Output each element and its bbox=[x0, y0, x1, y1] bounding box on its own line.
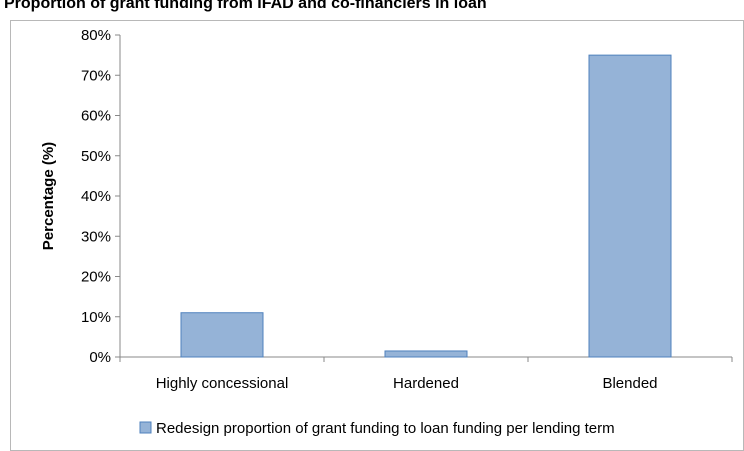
bar-layer bbox=[180, 54, 672, 358]
category-label-layer: Highly concessional Hardened Blended bbox=[156, 375, 658, 392]
y-tick-label: 80% bbox=[81, 27, 111, 44]
x-tick-layer bbox=[119, 357, 733, 362]
y-tick-label: 30% bbox=[81, 228, 111, 245]
bar bbox=[588, 54, 672, 358]
x-category-label: Highly concessional bbox=[156, 375, 289, 392]
legend-label: Redesign proportion of grant funding to … bbox=[156, 420, 615, 437]
y-tick-label: 40% bbox=[81, 188, 111, 205]
y-axis-title: Percentage (%) bbox=[40, 142, 57, 250]
y-tick-label: 0% bbox=[89, 349, 111, 366]
x-category-label: Blended bbox=[602, 375, 657, 392]
y-tick-label: 10% bbox=[81, 309, 111, 326]
y-tick-label: 20% bbox=[81, 269, 111, 286]
legend-swatch bbox=[139, 421, 152, 434]
bar bbox=[180, 312, 264, 358]
y-tick-layer: 0% 10% 20% 30% 40% 50% 60% 70% 80% bbox=[81, 27, 120, 366]
y-tick-label: 50% bbox=[81, 148, 111, 165]
legend: Redesign proportion of grant funding to … bbox=[139, 420, 615, 437]
x-category-label: Hardened bbox=[393, 375, 459, 392]
chart-title: Proportion of grant funding from IFAD an… bbox=[4, 0, 487, 12]
bar bbox=[384, 350, 468, 358]
y-tick-label: 70% bbox=[81, 67, 111, 84]
y-tick-label: 60% bbox=[81, 108, 111, 125]
